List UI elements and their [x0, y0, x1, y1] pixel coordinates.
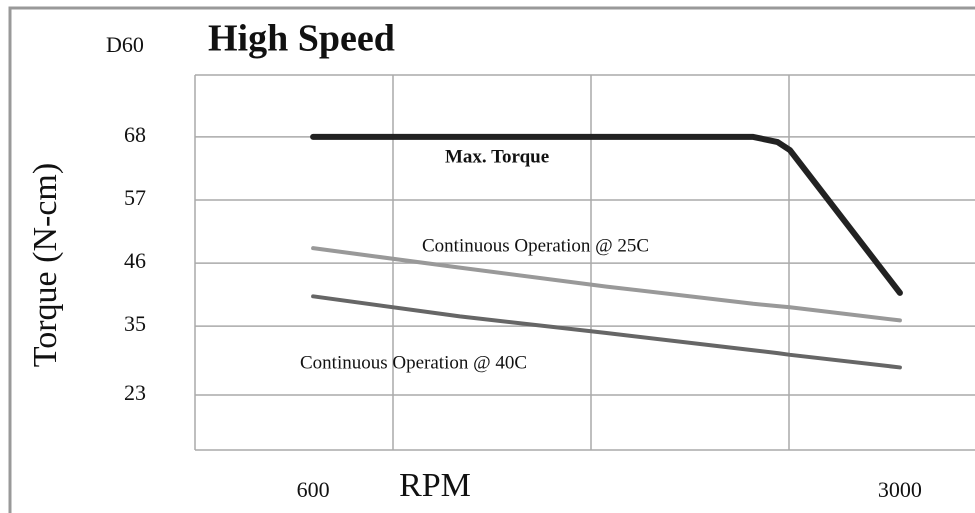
- y-tick-label: 23: [124, 380, 146, 405]
- chart-label: D60: [106, 32, 144, 57]
- series-label: Continuous Operation @ 25C: [422, 235, 649, 256]
- frame: [8, 6, 975, 513]
- x-axis-label: RPM: [399, 467, 471, 504]
- series-label: Max. Torque: [445, 146, 549, 167]
- series-line: [310, 133, 903, 296]
- series-line: [311, 246, 902, 323]
- y-tick-label: 68: [124, 122, 146, 147]
- series-label: Continuous Operation @ 40C: [300, 352, 527, 373]
- x-tick-label: 3000: [878, 477, 922, 502]
- x-tick-label: 600: [297, 477, 330, 502]
- y-tick-label: 35: [124, 311, 146, 336]
- y-tick-label: 46: [124, 248, 146, 273]
- y-axis-label: Torque (N-cm): [27, 163, 64, 367]
- y-tick-label: 57: [124, 185, 146, 210]
- series-line: [311, 294, 902, 370]
- chart-title: High Speed: [208, 18, 395, 60]
